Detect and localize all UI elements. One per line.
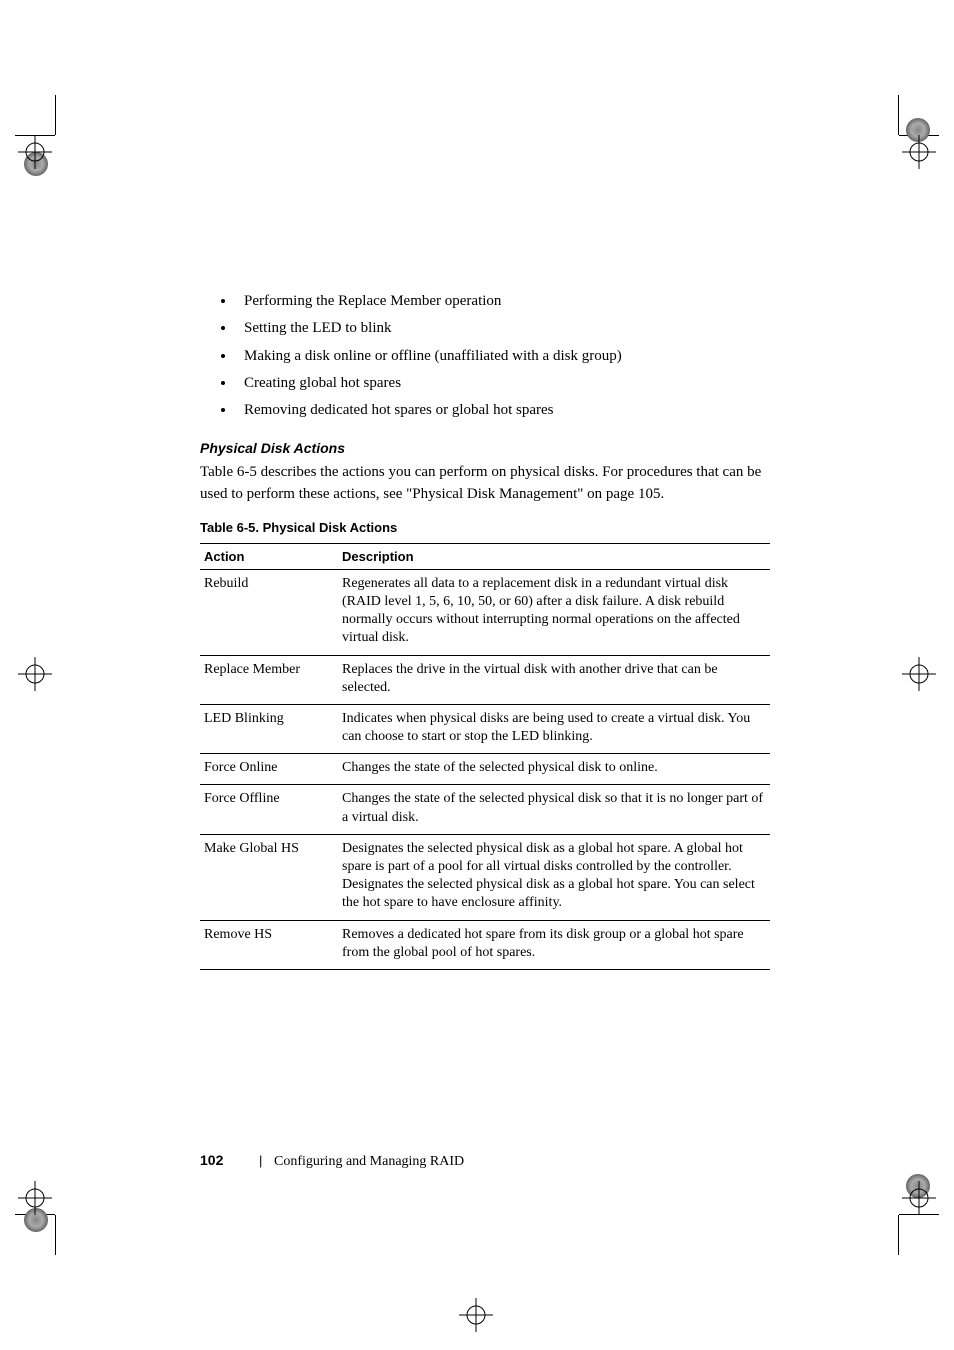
crop-mark-bottom-left (55, 1214, 56, 1215)
physical-disk-actions-table: Action Description Rebuild Regenerates a… (200, 543, 770, 970)
bullet-item: Setting the LED to blink (236, 317, 770, 340)
table-row: Rebuild Regenerates all data to a replac… (200, 569, 770, 655)
table-cell-action: Make Global HS (200, 834, 338, 920)
table-header-description: Description (338, 543, 770, 569)
crop-mark-top-right (898, 135, 899, 136)
table-header-row: Action Description (200, 543, 770, 569)
table-cell-description: Indicates when physical disks are being … (338, 704, 770, 753)
table-cell-action: Replace Member (200, 655, 338, 704)
table-cell-description: Replaces the drive in the virtual disk w… (338, 655, 770, 704)
registration-mark-top-right (902, 135, 936, 169)
registration-mark-right (902, 657, 936, 691)
registration-mark-bottom (459, 1298, 493, 1332)
table-cell-action: Force Offline (200, 785, 338, 834)
bullet-item: Performing the Replace Member operation (236, 290, 770, 313)
table-row: LED Blinking Indicates when physical dis… (200, 704, 770, 753)
page-number: 102 (200, 1152, 223, 1168)
page-content: Performing the Replace Member operation … (200, 290, 770, 970)
section-subheading: Physical Disk Actions (200, 440, 770, 456)
table-row: Remove HS Removes a dedicated hot spare … (200, 920, 770, 969)
crop-mark-top-left (55, 135, 56, 136)
footer-chapter-title: Configuring and Managing RAID (274, 1154, 464, 1169)
table-cell-description: Changes the state of the selected physic… (338, 785, 770, 834)
table-cell-action: LED Blinking (200, 704, 338, 753)
crop-mark-bottom-right (898, 1214, 899, 1215)
table-row: Make Global HS Designates the selected p… (200, 834, 770, 920)
table-row: Force Offline Changes the state of the s… (200, 785, 770, 834)
table-cell-action: Force Online (200, 754, 338, 785)
table-cell-action: Rebuild (200, 569, 338, 655)
page-footer: 102 | Configuring and Managing RAID (200, 1152, 464, 1170)
bullet-list: Performing the Replace Member operation … (200, 290, 770, 422)
bullet-item: Creating global hot spares (236, 372, 770, 395)
table-cell-description: Regenerates all data to a replacement di… (338, 569, 770, 655)
registration-mark-top-left (18, 135, 52, 169)
table-row: Replace Member Replaces the drive in the… (200, 655, 770, 704)
registration-mark-bottom-right (902, 1181, 936, 1215)
table-cell-description: Removes a dedicated hot spare from its d… (338, 920, 770, 969)
table-cell-action: Remove HS (200, 920, 338, 969)
bullet-item: Removing dedicated hot spares or global … (236, 399, 770, 422)
registration-mark-bottom-left (18, 1181, 52, 1215)
table-row: Force Online Changes the state of the se… (200, 754, 770, 785)
table-cell-description: Changes the state of the selected physic… (338, 754, 770, 785)
registration-mark-left (18, 657, 52, 691)
table-caption: Table 6-5. Physical Disk Actions (200, 520, 770, 535)
table-cell-description: Designates the selected physical disk as… (338, 834, 770, 920)
footer-separator: | (259, 1153, 262, 1168)
bullet-item: Making a disk online or offline (unaffil… (236, 345, 770, 368)
table-header-action: Action (200, 543, 338, 569)
body-paragraph: Table 6-5 describes the actions you can … (200, 462, 770, 506)
